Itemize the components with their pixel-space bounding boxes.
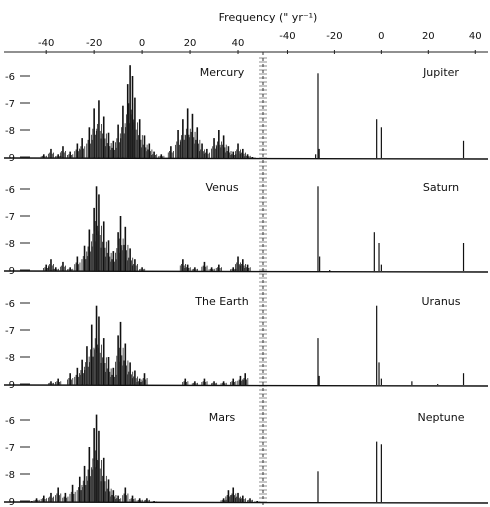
x-tick-label-right: -20 [326,31,342,42]
series-label: Neptune [417,411,464,424]
x-tick-label-right: -40 [279,31,295,42]
series-uranus: Uranus [317,295,465,385]
y-tick-label: -6 [5,72,15,83]
x-tick-label-left: -20 [86,38,102,49]
x-tick-label-left: -40 [38,38,54,49]
series-saturn: Saturn [317,181,465,271]
axes-layer: -40 -20 0 20 40 -40 -20 0 20 40 -6 -7 -8 -9 -6 -7 -8 -9 -6… [3,31,489,507]
x-tick-label-right: 0 [378,31,384,42]
row-baseline [3,501,489,504]
y-tick-label: -6 [5,416,15,427]
y-tick-label: -9 [5,380,15,391]
series-label: Uranus [422,295,461,308]
y-tick-label: -8 [5,126,15,137]
series-jupiter: Jupiter [315,66,465,158]
y-tick-label: -8 [5,470,15,481]
x-tick-label-right: 20 [422,31,435,42]
series-label: Jupiter [422,66,459,79]
series-label: Mars [209,411,236,424]
row-baseline [3,157,489,160]
y-tick-label: -7 [5,443,15,454]
series-venus: Venus [43,181,251,271]
y-tick-label: -6 [5,185,15,196]
y-tick-label: -7 [5,99,15,110]
series-mars: Mars [28,411,261,502]
series-the-earth: The Earth [47,295,249,385]
y-tick-label: -9 [5,266,15,277]
series-label: Venus [205,181,238,194]
series-neptune: Neptune [317,411,465,502]
y-tick-label: -8 [5,239,15,250]
chart-title: Frequency (" yr⁻¹) [219,11,318,24]
y-tick-label: -8 [5,353,15,364]
series-mercury: Mercury [40,65,256,158]
y-tick-label: -6 [5,299,15,310]
series-label: The Earth [194,295,248,308]
x-tick-label-left: 40 [232,38,245,49]
y-tick-label: -7 [5,212,15,223]
x-tick-label-left: 0 [139,38,145,49]
y-tick-label: -9 [5,497,15,507]
y-tick-label: -9 [5,153,15,164]
row-baseline [3,270,489,273]
series-label: Mercury [200,66,245,79]
x-tick-label-left: 20 [184,38,197,49]
plot-layer: Mercury Venus The Earth Mars Jupiter Saturn Ur… [28,65,465,502]
row-baseline [3,384,489,387]
y-tick-label: -7 [5,326,15,337]
x-tick-label-right: 40 [469,31,482,42]
series-label: Saturn [423,181,459,194]
